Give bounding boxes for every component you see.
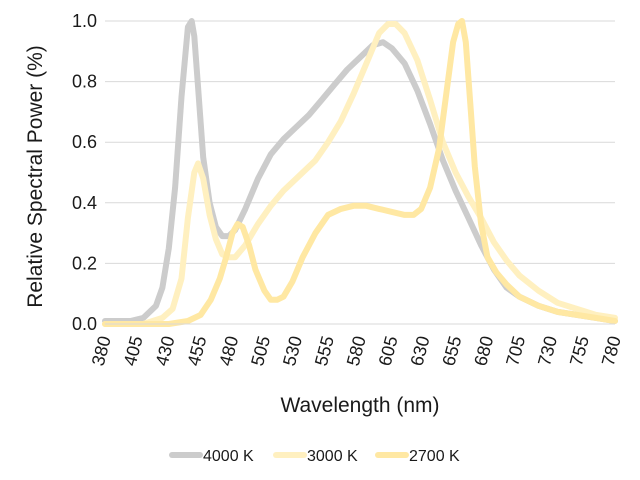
- x-tick-label: 480: [215, 334, 242, 368]
- x-tick-label: 505: [247, 334, 274, 368]
- x-tick-label: 405: [120, 334, 147, 368]
- x-tick-label: 680: [470, 334, 497, 368]
- y-tick-label: 0.4: [72, 193, 97, 213]
- y-tick-label: 0.2: [72, 253, 97, 273]
- legend-label: 2700 K: [409, 448, 460, 465]
- x-tick-labels: 380 405 430 455 480 505 530 555 580 605 630 655 680 7…: [88, 334, 625, 368]
- x-tick-label: 605: [375, 334, 402, 368]
- y-tick-labels: 0.0 0.2 0.4 0.6 0.8 1.0: [72, 11, 97, 334]
- y-tick-label: 0.8: [72, 72, 97, 92]
- y-tick-label: 0.6: [72, 132, 97, 152]
- x-tick-label: 655: [438, 334, 465, 368]
- legend-label: 3000 K: [307, 448, 358, 465]
- y-tick-label: 1.0: [72, 11, 97, 31]
- x-tick-label: 555: [311, 334, 338, 368]
- x-tick-label: 705: [502, 334, 529, 368]
- y-axis-title: Relative Spectral Power (%): [24, 45, 47, 308]
- x-tick-label: 530: [279, 334, 306, 368]
- x-tick-label: 430: [152, 334, 179, 368]
- x-tick-label: 630: [407, 334, 434, 368]
- x-tick-label: 730: [534, 334, 561, 368]
- x-tick-label: 455: [183, 334, 210, 368]
- x-tick-label: 580: [343, 334, 370, 368]
- x-tick-label: 755: [566, 334, 593, 368]
- series-line-3: [102, 18, 618, 327]
- legend-label: 4000 K: [203, 448, 254, 465]
- y-tick-label: 0.0: [72, 314, 97, 334]
- x-tick-label: 380: [88, 334, 115, 368]
- series-lines: [102, 18, 618, 327]
- legend: 4000 K 3000 K 2700 K: [169, 448, 460, 465]
- x-tick-label: 780: [598, 334, 625, 368]
- x-axis-title: Wavelength (nm): [280, 394, 439, 417]
- series-line-2: [102, 21, 618, 327]
